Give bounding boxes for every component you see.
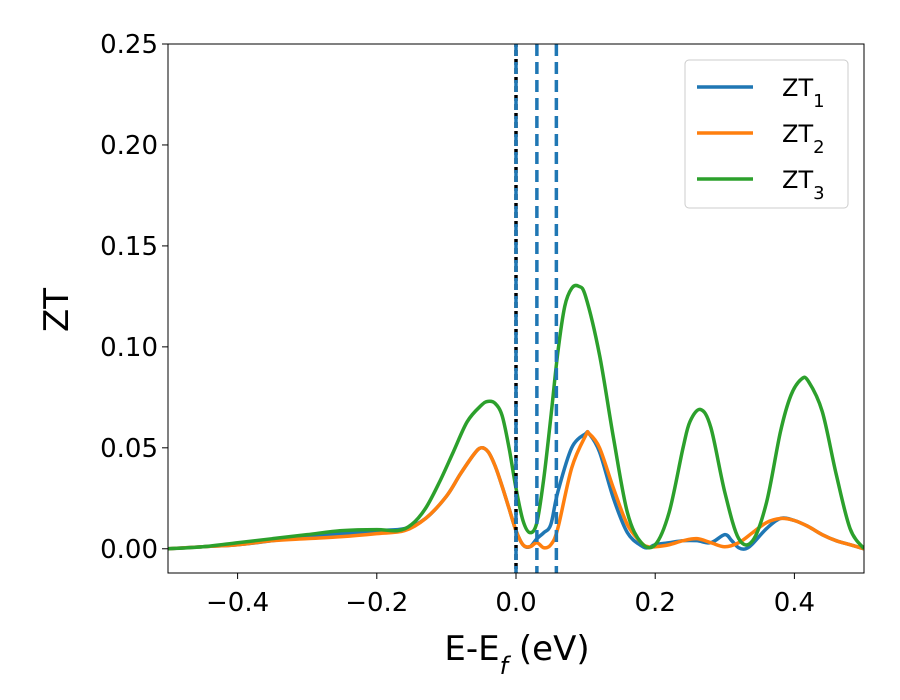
x-axis-label-unit: (eV) xyxy=(508,629,590,669)
series-group xyxy=(168,44,864,573)
legend-label-1: ZT1 xyxy=(782,74,825,112)
legend-label-main: ZT xyxy=(782,120,813,148)
x-tick-label: 0.4 xyxy=(774,588,815,618)
x-tick-label: 0.0 xyxy=(495,588,536,618)
y-tick-label: 0.05 xyxy=(100,434,158,464)
legend-label-main: ZT xyxy=(782,166,813,194)
x-tick-label: −0.4 xyxy=(206,588,269,618)
legend-box xyxy=(684,59,849,209)
y-axis-label: ZT xyxy=(37,288,77,332)
y-tick-label: 0.00 xyxy=(100,535,158,565)
plot-area xyxy=(168,44,864,573)
legend-label-main: ZT xyxy=(782,74,813,102)
series-line-3 xyxy=(168,283,864,551)
y-tick-label: 0.20 xyxy=(100,131,158,161)
legend-label-subscript: 2 xyxy=(813,137,824,158)
x-tick-label: −0.2 xyxy=(345,588,408,618)
y-tick-label: 0.25 xyxy=(100,30,158,60)
legend-label-subscript: 1 xyxy=(813,91,824,112)
x-tick-label: 0.2 xyxy=(635,588,676,618)
x-axis-label: E-Ef (eV) xyxy=(444,629,589,680)
legend-label-3: ZT3 xyxy=(782,166,825,204)
y-tick-label: 0.15 xyxy=(100,232,158,262)
x-axis-label-main: E-E xyxy=(444,629,499,669)
legend-label-2: ZT2 xyxy=(782,120,825,158)
legend-label-subscript: 3 xyxy=(813,183,824,204)
y-tick-label: 0.10 xyxy=(100,333,158,363)
series-line-2 xyxy=(168,430,864,551)
axes: −0.4 −0.2 0.0 0.2 0.4 0.00 0.05 0.10 0.15 0.20 0.2… xyxy=(100,30,865,618)
